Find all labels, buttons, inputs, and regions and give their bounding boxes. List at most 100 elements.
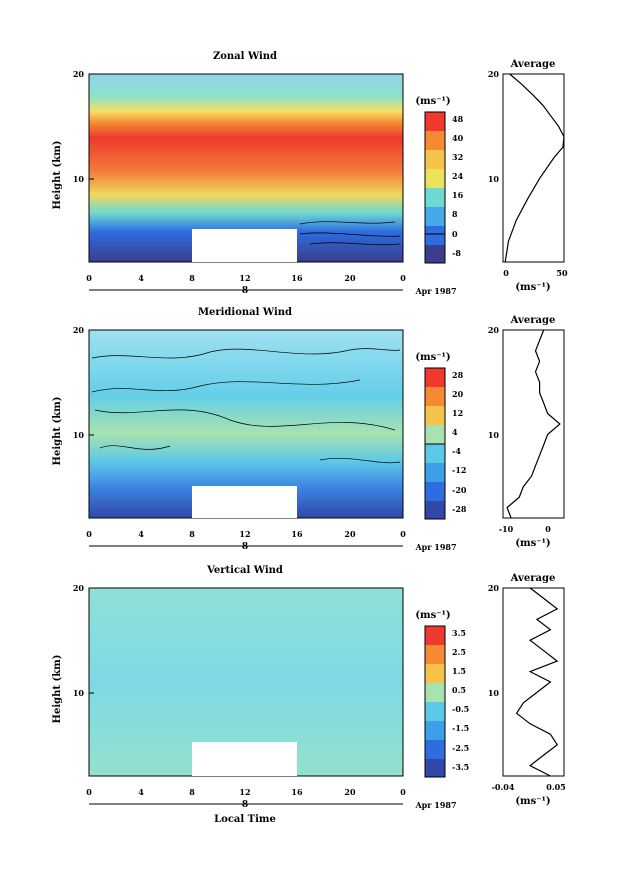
svg-text:4: 4 xyxy=(138,787,144,797)
svg-text:20: 20 xyxy=(73,325,85,335)
x-axis: 0 4 8 12 16 20 0 8 Apr 1987 xyxy=(86,273,456,296)
heatmap-field xyxy=(88,73,404,263)
svg-text:-1.5: -1.5 xyxy=(452,723,469,733)
colorbar-unit: (ms⁻¹) xyxy=(415,96,450,107)
svg-text:16: 16 xyxy=(452,190,464,200)
y-axis-label: Height (km) xyxy=(52,397,63,466)
svg-text:-10: -10 xyxy=(499,524,514,534)
svg-text:12: 12 xyxy=(239,273,250,283)
svg-text:20: 20 xyxy=(344,787,356,797)
svg-text:(ms⁻¹): (ms⁻¹) xyxy=(515,796,550,807)
svg-text:20: 20 xyxy=(488,583,500,593)
svg-text:-8: -8 xyxy=(452,248,461,258)
svg-text:0: 0 xyxy=(545,524,551,534)
svg-text:4: 4 xyxy=(138,529,144,539)
svg-text:-0.5: -0.5 xyxy=(452,704,469,714)
svg-text:0: 0 xyxy=(452,229,458,239)
svg-text:Apr 1987: Apr 1987 xyxy=(414,800,456,810)
svg-text:8: 8 xyxy=(189,529,195,539)
svg-text:0: 0 xyxy=(400,273,406,283)
svg-text:Average: Average xyxy=(510,315,556,326)
svg-text:40: 40 xyxy=(452,133,464,143)
svg-text:28: 28 xyxy=(452,370,464,380)
y-tick-label: 20 xyxy=(73,69,85,79)
colorbar: (ms⁻¹) 3.5 2.5 1.5 0.5 -0.5 -1.5 -2.5 -3… xyxy=(415,610,469,778)
svg-text:-0.04: -0.04 xyxy=(492,782,515,792)
svg-text:12: 12 xyxy=(452,408,463,418)
missing-data-block xyxy=(192,486,297,518)
svg-text:Apr 1987: Apr 1987 xyxy=(414,542,456,552)
svg-text:8: 8 xyxy=(242,800,248,810)
colorbar: (ms⁻¹) 48 40 32 24 16 8 0 -8 xyxy=(415,96,464,264)
average-line xyxy=(504,73,565,263)
svg-text:12: 12 xyxy=(239,787,250,797)
average-profile: Average 20 10 -10 0 (ms⁻¹) xyxy=(488,315,565,549)
svg-text:-12: -12 xyxy=(452,465,466,475)
svg-text:3.5: 3.5 xyxy=(452,628,466,638)
svg-text:32: 32 xyxy=(452,152,463,162)
colorbar-ticks: 28 20 12 4 -4 -12 -20 -28 xyxy=(452,370,467,514)
y-axis: 20 10 Height (km) xyxy=(52,325,94,465)
average-profile: Average 20 10 0 50 (ms⁻¹) xyxy=(488,59,568,293)
average-line xyxy=(515,587,559,777)
svg-text:10: 10 xyxy=(73,688,85,698)
svg-text:0: 0 xyxy=(503,268,509,278)
svg-text:12: 12 xyxy=(239,529,250,539)
svg-text:8: 8 xyxy=(189,273,195,283)
svg-text:2.5: 2.5 xyxy=(452,647,466,657)
svg-text:-3.5: -3.5 xyxy=(452,762,469,772)
svg-text:20: 20 xyxy=(344,529,356,539)
colorbar-ticks: 48 40 32 24 16 8 0 -8 xyxy=(452,114,464,258)
svg-text:-20: -20 xyxy=(452,485,467,495)
svg-text:(ms⁻¹): (ms⁻¹) xyxy=(515,538,550,549)
svg-text:0: 0 xyxy=(86,273,92,283)
svg-text:0: 0 xyxy=(400,787,406,797)
date-label: 8 xyxy=(242,286,248,296)
missing-data-block xyxy=(192,229,297,262)
svg-text:-2.5: -2.5 xyxy=(452,743,469,753)
svg-text:(ms⁻¹): (ms⁻¹) xyxy=(415,352,450,363)
heatmap-field xyxy=(88,329,404,519)
x-axis: 0 4 8 12 16 20 0 8 Apr 1987 xyxy=(86,529,456,552)
svg-text:0: 0 xyxy=(86,529,92,539)
svg-text:8: 8 xyxy=(242,542,248,552)
svg-text:(ms⁻¹): (ms⁻¹) xyxy=(515,282,550,293)
panel-title: Meridional Wind xyxy=(198,307,292,318)
average-line xyxy=(506,329,561,519)
svg-text:4: 4 xyxy=(138,273,144,283)
svg-text:10: 10 xyxy=(488,174,500,184)
svg-text:20: 20 xyxy=(488,69,500,79)
svg-text:16: 16 xyxy=(291,273,303,283)
missing-data-block xyxy=(192,742,297,776)
svg-text:0: 0 xyxy=(86,787,92,797)
contour-line xyxy=(299,221,401,246)
panel-title: Vertical Wind xyxy=(206,565,283,576)
svg-text:20: 20 xyxy=(73,583,85,593)
x-axis: 0 4 8 12 16 20 0 8 Apr 1987 Local Time xyxy=(86,787,456,825)
svg-text:-4: -4 xyxy=(452,446,461,456)
svg-text:10: 10 xyxy=(488,688,500,698)
svg-text:16: 16 xyxy=(291,787,303,797)
svg-text:20: 20 xyxy=(344,273,356,283)
y-axis-label: Height (km) xyxy=(52,141,63,210)
heatmap-field xyxy=(88,587,404,777)
average-title: Average xyxy=(510,59,556,70)
svg-text:16: 16 xyxy=(291,529,303,539)
svg-text:20: 20 xyxy=(488,325,500,335)
panel-vertical: Vertical Wind 20 10 Height (km) 0 4 8 12 16… xyxy=(52,565,566,825)
svg-text:Height (km): Height (km) xyxy=(52,655,63,724)
svg-text:Average: Average xyxy=(510,573,556,584)
svg-text:8: 8 xyxy=(189,787,195,797)
colorbar: (ms⁻¹) 28 20 12 4 -4 -12 -20 -28 xyxy=(415,352,467,520)
x-axis-label: Local Time xyxy=(214,814,276,825)
svg-text:8: 8 xyxy=(452,209,458,219)
average-profile: Average 20 10 -0.04 0.05 (ms⁻¹) xyxy=(488,573,566,807)
panel-title: Zonal Wind xyxy=(213,51,277,62)
svg-text:(ms⁻¹): (ms⁻¹) xyxy=(415,610,450,621)
month-label: Apr 1987 xyxy=(414,286,456,296)
svg-text:0.05: 0.05 xyxy=(546,782,565,792)
panel-meridional: Meridional Wind 20 10 Height (km) 0 4 8 12… xyxy=(52,307,565,552)
svg-text:10: 10 xyxy=(488,430,500,440)
y-axis: 20 10 Height (km) xyxy=(52,583,94,723)
svg-text:4: 4 xyxy=(452,427,458,437)
